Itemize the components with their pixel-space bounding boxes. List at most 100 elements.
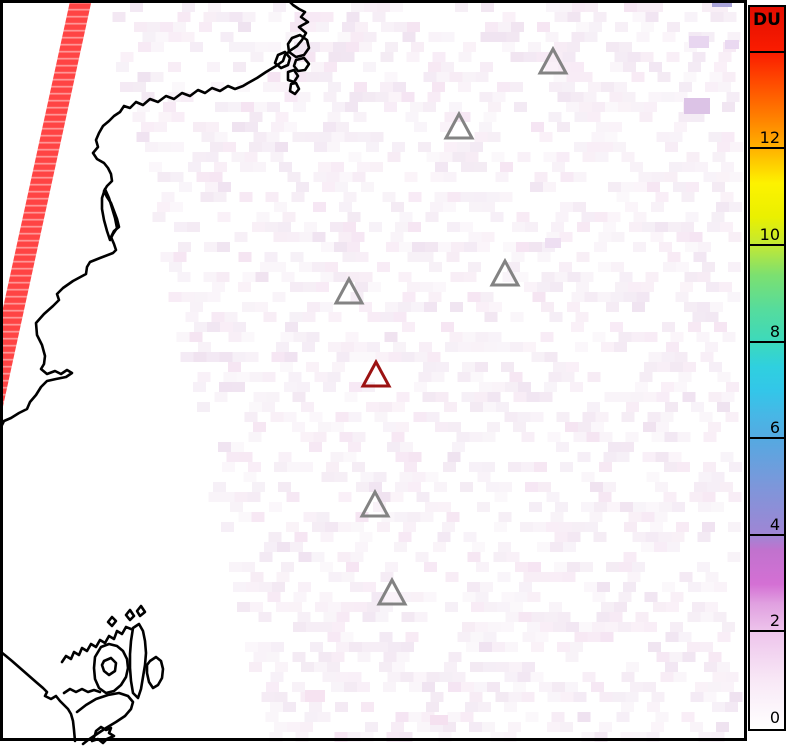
noise-pixel	[513, 392, 527, 402]
noise-pixel	[618, 592, 632, 602]
noise-pixel	[236, 372, 250, 382]
noise-pixel	[713, 612, 727, 622]
noise-pixel	[470, 372, 484, 382]
noise-pixel	[336, 642, 349, 652]
noise-pixel	[444, 402, 457, 412]
noise-pixel	[271, 122, 284, 132]
noise-pixel	[665, 402, 678, 412]
noise-pixel	[346, 12, 360, 22]
noise-pixel	[683, 362, 696, 372]
noise-pixel	[161, 192, 175, 202]
noise-pixel	[691, 402, 704, 412]
noise-pixel	[576, 252, 590, 262]
noise-pixel	[557, 612, 571, 622]
noise-pixel	[300, 722, 313, 732]
noise-pixel	[666, 342, 679, 352]
noise-pixel	[411, 42, 424, 52]
noise-pixel	[318, 162, 331, 172]
noise-pixel	[173, 22, 186, 32]
noise-pixel	[504, 412, 518, 422]
noise-pixel	[670, 332, 684, 342]
noise-pixel	[700, 642, 713, 652]
noise-pixel	[341, 572, 355, 582]
noise-pixel	[623, 552, 637, 562]
noise-pixel	[324, 62, 337, 72]
noise-pixel	[445, 572, 459, 582]
noise-pixel	[197, 372, 211, 382]
noise-pixel	[479, 382, 492, 392]
noise-pixel	[335, 702, 348, 712]
noise-pixel	[178, 242, 191, 252]
noise-pixel	[185, 312, 199, 322]
noise-pixel	[198, 342, 211, 352]
noise-pixel	[362, 92, 376, 102]
noise-pixel	[363, 32, 377, 42]
noise-pixel	[231, 152, 245, 162]
noise-pixel	[729, 202, 742, 212]
noise-pixel	[408, 452, 422, 462]
noise-pixel	[410, 592, 424, 602]
noise-pixel	[460, 192, 474, 202]
noise-pixel	[250, 602, 263, 612]
noise-pixel	[414, 352, 428, 362]
noise-pixel	[610, 292, 624, 302]
noise-pixel	[646, 732, 660, 742]
noise-pixel	[623, 292, 637, 302]
noise-pixel	[134, 22, 147, 32]
noise-pixel	[361, 182, 374, 192]
noise-pixel	[709, 72, 723, 82]
noise-pixel	[553, 622, 566, 632]
noise-pixel	[216, 12, 230, 22]
noise-pixel	[351, 522, 364, 532]
noise-pixel	[359, 302, 372, 312]
noise-pixel	[440, 122, 453, 132]
noise-pixel	[380, 52, 394, 62]
noise-pixel	[385, 302, 398, 312]
noise-pixel	[513, 682, 526, 692]
noise-pixel	[562, 82, 575, 92]
noise-pixel	[232, 122, 245, 132]
noise-pixel	[272, 582, 285, 592]
noise-pixel	[252, 482, 265, 492]
coastline-path	[106, 615, 118, 628]
noise-pixel	[181, 32, 195, 42]
noise-pixel	[471, 342, 484, 352]
noise-pixel	[628, 512, 642, 522]
noise-pixel	[188, 162, 201, 172]
noise-pixel	[525, 712, 539, 722]
noise-pixel	[274, 722, 287, 732]
noise-pixel	[312, 522, 325, 532]
noise-pixel	[428, 62, 441, 72]
noise-pixel	[656, 422, 669, 432]
noise-pixel	[599, 692, 613, 702]
noise-pixel	[399, 212, 413, 222]
noise-pixel	[493, 552, 507, 562]
noise-pixel	[624, 522, 637, 532]
noise-pixel	[323, 382, 336, 392]
noise-pixel	[350, 552, 364, 562]
noise-pixel	[576, 282, 589, 292]
noise-pixel	[331, 162, 344, 172]
noise-pixel	[435, 162, 448, 172]
noise-pixel	[596, 612, 610, 622]
noise-pixel	[448, 422, 461, 432]
noise-pixel	[246, 582, 259, 592]
noise-pixel	[386, 732, 400, 742]
noise-pixel	[670, 362, 683, 372]
noise-pixel	[294, 42, 307, 52]
noise-pixel	[714, 322, 727, 332]
noise-pixel	[669, 652, 683, 662]
noise-pixel	[461, 682, 474, 692]
noise-pixel	[646, 502, 659, 512]
noise-pixel	[592, 332, 606, 342]
noise-pixel	[369, 222, 382, 232]
noise-pixel	[591, 132, 605, 142]
noise-pixel	[253, 652, 267, 662]
noise-pixel	[562, 572, 576, 582]
noise-pixel	[722, 102, 735, 112]
noise-pixel	[672, 502, 685, 512]
noise-pixel	[370, 162, 383, 172]
noise-pixel	[334, 242, 347, 252]
noise-pixel	[493, 32, 507, 42]
noise-pixel	[292, 652, 306, 662]
